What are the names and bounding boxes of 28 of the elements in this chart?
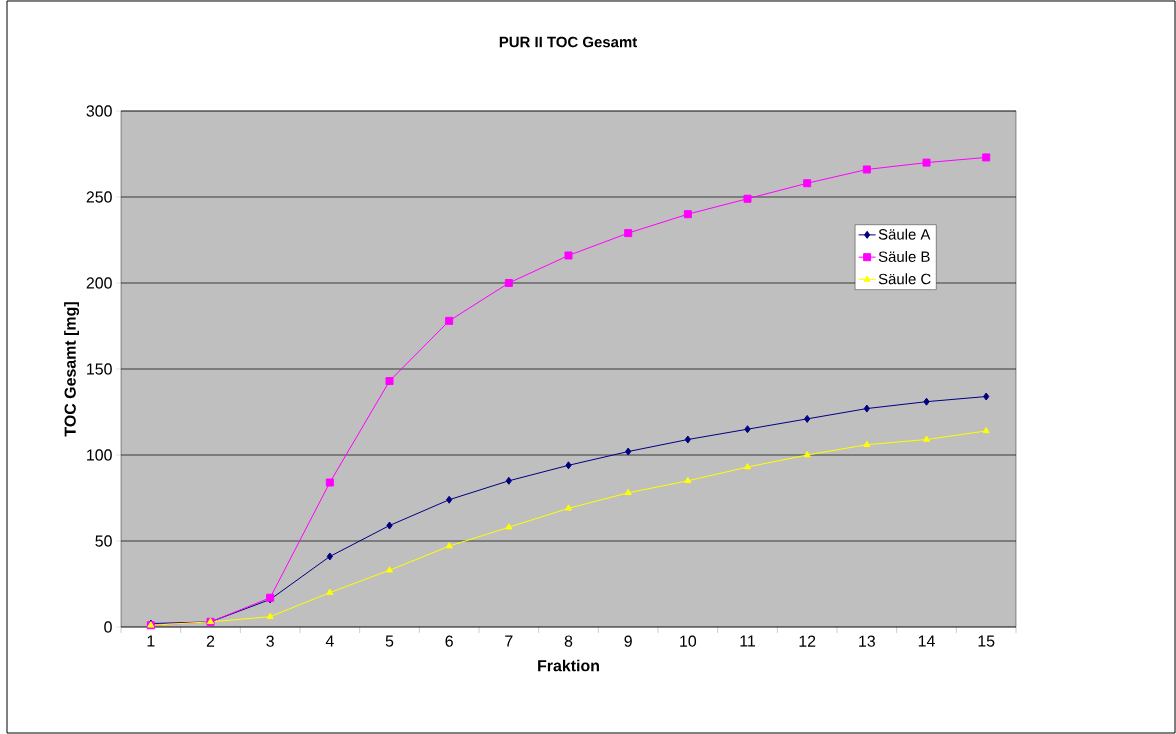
y-tick-label: 0 (104, 621, 112, 633)
x-tick-label: 5 (385, 635, 394, 647)
x-tick-label: 6 (445, 635, 453, 647)
y-axis-title: TOC Gesamt [mg] (64, 302, 80, 437)
x-tick-label: 4 (325, 635, 334, 647)
y-tick-label: 150 (87, 363, 112, 375)
chart-title: PUR II TOC Gesamt (499, 36, 638, 48)
y-tick-label: 100 (87, 449, 112, 461)
x-tick-label: 2 (206, 635, 215, 647)
legend-label: Säule B (878, 251, 930, 262)
x-tick-label: 11 (740, 635, 755, 647)
x-axis-title: Fraktion (538, 659, 599, 672)
y-tick-label: 200 (86, 277, 112, 289)
x-tick-label: 3 (266, 635, 274, 647)
legend-label: Säule A (878, 228, 931, 240)
x-tick-label: 1 (147, 635, 155, 647)
x-tick-label: 15 (978, 635, 995, 647)
x-tick-label: 8 (564, 635, 573, 647)
y-tick-label: 50 (95, 535, 112, 547)
x-tick-label: 10 (680, 635, 697, 647)
y-tick-label: 250 (86, 191, 112, 203)
x-tick-label: 13 (859, 635, 875, 647)
x-tick-label: 9 (624, 635, 632, 647)
y-tick-label: 300 (86, 105, 112, 117)
x-tick-label: 7 (505, 635, 513, 647)
x-tick-label: 14 (918, 635, 935, 647)
x-tick-label: 12 (799, 635, 816, 647)
legend-label: Säule C (878, 273, 931, 285)
